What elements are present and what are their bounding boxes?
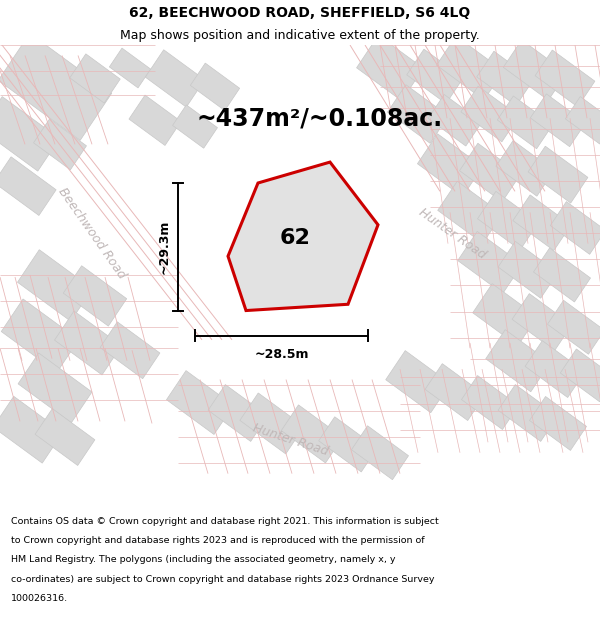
Text: Hunter Road: Hunter Road <box>416 205 488 261</box>
Polygon shape <box>478 191 538 250</box>
Polygon shape <box>560 349 600 402</box>
Text: 62: 62 <box>280 228 310 248</box>
Polygon shape <box>428 94 482 146</box>
Polygon shape <box>166 371 233 434</box>
Text: Beechwood Road: Beechwood Road <box>56 185 128 281</box>
Polygon shape <box>190 63 239 111</box>
Polygon shape <box>460 143 520 202</box>
Polygon shape <box>530 94 586 147</box>
Polygon shape <box>473 284 537 346</box>
Polygon shape <box>565 96 600 144</box>
Polygon shape <box>129 95 181 146</box>
Polygon shape <box>407 49 463 104</box>
Text: co-ordinates) are subject to Crown copyright and database rights 2023 Ordnance S: co-ordinates) are subject to Crown copyr… <box>11 574 434 584</box>
Polygon shape <box>497 96 553 149</box>
Polygon shape <box>425 364 485 421</box>
Polygon shape <box>17 250 92 321</box>
Polygon shape <box>352 426 409 480</box>
Polygon shape <box>388 85 448 143</box>
Polygon shape <box>55 311 122 375</box>
Polygon shape <box>486 329 550 392</box>
Polygon shape <box>145 50 205 107</box>
Text: 62, BEECHWOOD ROAD, SHEFFIELD, S6 4LQ: 62, BEECHWOOD ROAD, SHEFFIELD, S6 4LQ <box>130 6 470 19</box>
Polygon shape <box>1 299 79 372</box>
Text: to Crown copyright and database rights 2023 and is reproduced with the permissio: to Crown copyright and database rights 2… <box>11 536 424 545</box>
Polygon shape <box>461 86 519 142</box>
Polygon shape <box>477 51 533 106</box>
Polygon shape <box>513 195 571 251</box>
Polygon shape <box>0 157 56 216</box>
Polygon shape <box>240 393 304 454</box>
Text: Hunter Road: Hunter Road <box>251 422 329 459</box>
Text: ~29.3m: ~29.3m <box>157 219 170 274</box>
Text: ~28.5m: ~28.5m <box>254 348 309 361</box>
Polygon shape <box>498 384 558 441</box>
Polygon shape <box>70 54 120 103</box>
Polygon shape <box>0 97 59 171</box>
Text: HM Land Registry. The polygons (including the associated geometry, namely x, y: HM Land Registry. The polygons (includin… <box>11 556 395 564</box>
Polygon shape <box>496 141 554 196</box>
Polygon shape <box>109 48 151 88</box>
Polygon shape <box>0 33 112 141</box>
Polygon shape <box>458 231 522 294</box>
Polygon shape <box>418 134 482 197</box>
Polygon shape <box>228 162 378 311</box>
Polygon shape <box>498 241 558 298</box>
Text: ~437m²/~0.108ac.: ~437m²/~0.108ac. <box>197 106 443 130</box>
Polygon shape <box>63 266 127 326</box>
Polygon shape <box>173 105 217 148</box>
Polygon shape <box>0 396 63 463</box>
Polygon shape <box>535 50 595 107</box>
Text: 100026316.: 100026316. <box>11 594 68 603</box>
Polygon shape <box>356 35 424 101</box>
Polygon shape <box>35 409 95 466</box>
Polygon shape <box>281 405 343 463</box>
Polygon shape <box>512 294 572 351</box>
Text: Map shows position and indicative extent of the property.: Map shows position and indicative extent… <box>120 29 480 42</box>
Polygon shape <box>461 376 518 429</box>
Polygon shape <box>547 300 600 354</box>
Polygon shape <box>529 396 587 451</box>
Polygon shape <box>503 40 567 100</box>
Polygon shape <box>528 146 588 203</box>
Text: Contains OS data © Crown copyright and database right 2021. This information is : Contains OS data © Crown copyright and d… <box>11 517 439 526</box>
Polygon shape <box>550 202 600 254</box>
Polygon shape <box>34 119 86 170</box>
Polygon shape <box>386 351 450 413</box>
Polygon shape <box>319 417 377 472</box>
Polygon shape <box>436 36 503 100</box>
Polygon shape <box>208 384 268 441</box>
Polygon shape <box>525 341 585 398</box>
Polygon shape <box>100 322 160 379</box>
Polygon shape <box>438 181 502 243</box>
Polygon shape <box>533 248 590 302</box>
Polygon shape <box>18 353 92 423</box>
